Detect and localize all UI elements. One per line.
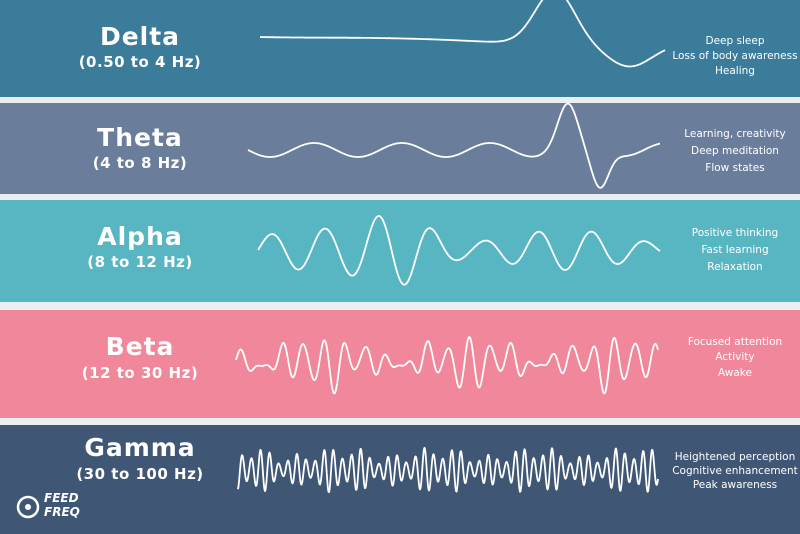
band-name: Alpha xyxy=(97,222,182,251)
wave xyxy=(257,215,661,286)
band-name: Beta xyxy=(106,332,175,361)
logo-icon xyxy=(16,495,40,519)
band-effect: Positive thinking xyxy=(692,227,778,239)
band-effect: Cognitive enhancement xyxy=(672,465,798,477)
band-effect: Fast learning xyxy=(701,244,768,256)
band-effect: Heightened perception xyxy=(675,451,796,463)
band-effect: Deep sleep xyxy=(706,35,765,47)
band-effect: Flow states xyxy=(705,162,764,174)
band-effect: Deep meditation xyxy=(691,145,779,157)
logo-line: FEED xyxy=(44,491,79,505)
wave xyxy=(259,0,666,68)
band-range: (8 to 12 Hz) xyxy=(87,253,192,271)
band-name: Gamma xyxy=(84,433,195,462)
wave xyxy=(247,102,661,189)
band-effect: Learning, creativity xyxy=(684,128,786,140)
band xyxy=(0,200,800,302)
band xyxy=(0,310,800,418)
band xyxy=(0,0,800,97)
band-name: Delta xyxy=(100,22,180,51)
band-range: (12 to 30 Hz) xyxy=(82,364,198,382)
band-range: (0.50 to 4 Hz) xyxy=(79,53,202,71)
band-effect: Loss of body awareness xyxy=(672,50,797,62)
logo-line: FREQ xyxy=(44,505,80,519)
band-effect: Healing xyxy=(715,65,755,77)
band-range: (30 to 100 Hz) xyxy=(76,465,203,483)
band xyxy=(0,103,800,194)
logo-icon-dot xyxy=(25,504,31,510)
band-effect: Focused attention xyxy=(688,336,782,348)
band-effect: Peak awareness xyxy=(693,479,777,491)
logo: FEED FREQ xyxy=(16,491,80,519)
band-effect: Awake xyxy=(718,367,752,379)
band-effect: Relaxation xyxy=(707,261,762,273)
band-name: Theta xyxy=(97,123,183,152)
band-effect: Activity xyxy=(715,351,754,363)
wave xyxy=(237,446,659,494)
band-range: (4 to 8 Hz) xyxy=(93,154,188,172)
wave xyxy=(235,336,659,395)
